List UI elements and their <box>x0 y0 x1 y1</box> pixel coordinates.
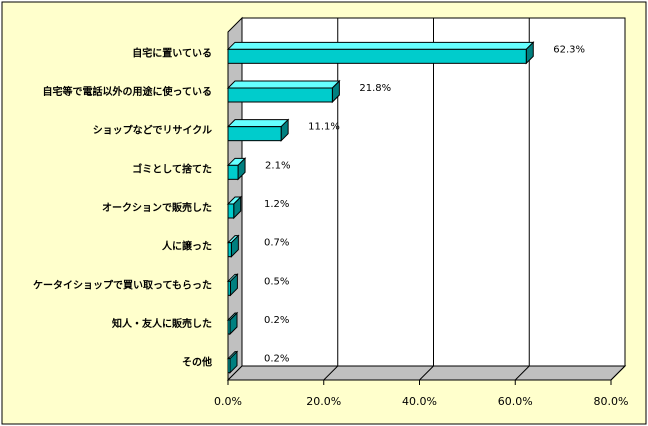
x-tick-label: 0.0% <box>214 395 242 408</box>
value-label: 2.1% <box>265 160 290 171</box>
bar-top <box>226 41 535 50</box>
bar <box>227 87 333 103</box>
value-label: 0.2% <box>264 354 289 365</box>
category-label: ケータイショップで買い取ってもらった <box>33 278 212 291</box>
bar <box>227 280 231 296</box>
bar <box>227 358 231 374</box>
x-tick-label: 80.0% <box>594 395 629 408</box>
bar <box>227 48 527 64</box>
category-label: その他 <box>182 356 212 369</box>
category-label: ショップなどでリサイクル <box>93 124 212 137</box>
bar <box>227 242 232 258</box>
value-label: 0.7% <box>264 238 289 249</box>
gridline-floor <box>323 365 339 381</box>
x-tick-label: 20.0% <box>306 395 341 408</box>
bar <box>227 203 235 219</box>
category-label: オークションで販売した <box>102 201 212 214</box>
value-label: 62.3% <box>553 44 585 55</box>
value-label: 0.2% <box>264 315 289 326</box>
gridline-floor <box>610 365 626 381</box>
bar <box>227 319 231 335</box>
category-label: 自宅等で電話以外の用途に使っている <box>43 85 213 98</box>
category-label: 知人・友人に販売した <box>111 317 212 330</box>
value-label: 11.1% <box>308 122 340 133</box>
bar <box>227 126 282 142</box>
x-tick-label: 60.0% <box>498 395 533 408</box>
category-label: 人に譲った <box>162 240 212 253</box>
category-label: ゴミとして捨てた <box>132 162 212 175</box>
gridline-floor <box>419 365 434 381</box>
bar-top <box>226 119 290 128</box>
gridline-floor <box>514 365 530 381</box>
bar-top <box>226 80 341 89</box>
value-label: 0.5% <box>264 276 289 287</box>
x-tick-label: 40.0% <box>402 395 437 408</box>
value-label: 1.2% <box>264 199 289 210</box>
category-label: 自宅に置いている <box>132 46 212 59</box>
bar <box>227 164 239 180</box>
value-label: 21.8% <box>359 83 391 94</box>
